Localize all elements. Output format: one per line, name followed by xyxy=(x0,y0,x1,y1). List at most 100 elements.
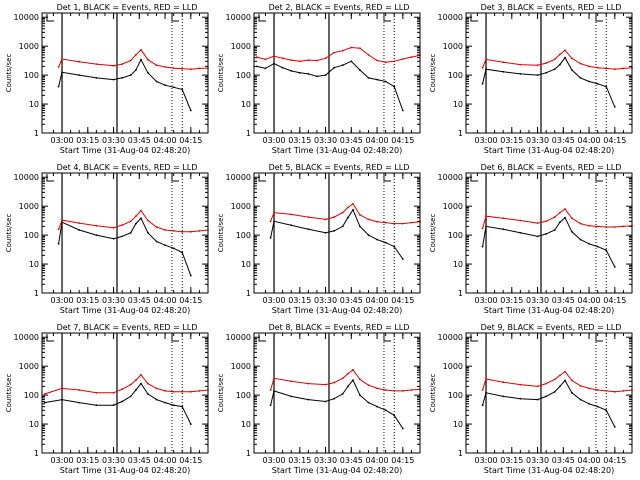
series-line-lld xyxy=(58,49,209,70)
data-point-lld xyxy=(502,381,505,384)
data-point-lld xyxy=(121,63,123,65)
data-point-lld xyxy=(393,60,396,63)
data-point-events xyxy=(376,78,378,81)
data-point-lld xyxy=(536,64,539,67)
data-point-events xyxy=(481,245,484,248)
data-point-lld xyxy=(564,49,566,52)
data-point-events xyxy=(613,106,616,108)
y-tick-label: 10000 xyxy=(226,173,251,182)
data-point-events xyxy=(269,404,272,407)
data-point-lld xyxy=(553,216,556,219)
plot-frame xyxy=(465,172,633,294)
corner-mark-left xyxy=(46,334,54,342)
y-tick-label: 1000 xyxy=(19,42,39,51)
x-tick-label: 04:15 xyxy=(391,296,414,305)
x-tick-label: 03:15 xyxy=(500,456,523,465)
data-point-events xyxy=(350,60,353,63)
data-point-events xyxy=(481,82,484,85)
y-tick-label: 1 xyxy=(458,449,463,458)
x-tick-label: 04:00 xyxy=(366,456,389,465)
series-line-events xyxy=(58,217,192,276)
data-point-events xyxy=(181,88,184,91)
data-point-lld xyxy=(359,378,361,381)
data-point-lld xyxy=(95,224,98,227)
y-tick-label: 10000 xyxy=(226,333,251,342)
data-point-events xyxy=(564,56,566,59)
data-point-lld xyxy=(147,219,149,222)
x-tick-label: 03:15 xyxy=(288,456,311,465)
data-point-lld xyxy=(135,379,137,381)
data-point-events xyxy=(189,423,192,425)
data-point-events xyxy=(57,242,60,245)
data-point-lld xyxy=(536,385,539,388)
data-point-events xyxy=(269,237,272,239)
data-point-events xyxy=(129,395,132,398)
data-point-lld xyxy=(333,51,335,54)
data-point-events xyxy=(502,70,505,73)
data-point-events xyxy=(264,67,267,70)
data-point-events xyxy=(273,220,275,223)
y-tick-label: 10 xyxy=(241,420,251,429)
data-point-events xyxy=(112,404,115,407)
series-line-lld xyxy=(44,374,209,395)
data-point-lld xyxy=(571,379,573,382)
x-axis-label: Start Time (31-Aug-04 02:48:20) xyxy=(484,146,615,155)
corner-mark-left xyxy=(470,174,478,182)
data-point-events xyxy=(564,216,566,219)
data-point-events xyxy=(613,266,616,268)
data-point-lld xyxy=(605,67,608,70)
panel-title: Det 1, BLACK = Events, RED = LLD xyxy=(57,3,198,12)
y-tick-label: 10000 xyxy=(438,13,463,22)
plot-frame xyxy=(253,172,421,294)
panel-title: Det 2, BLACK = Events, RED = LLD xyxy=(269,3,410,12)
data-point-lld xyxy=(401,222,404,225)
data-point-lld xyxy=(324,57,327,60)
panel-title: Det 8, BLACK = Events, RED = LLD xyxy=(269,323,410,332)
y-tick-label: 1 xyxy=(246,289,251,298)
data-point-events xyxy=(281,66,284,69)
data-point-lld xyxy=(481,389,484,391)
data-point-events xyxy=(140,58,142,61)
data-point-lld xyxy=(198,67,201,70)
data-point-events xyxy=(78,229,81,231)
data-point-events xyxy=(553,68,556,71)
x-tick-label: 03:00 xyxy=(475,136,498,145)
series-line-events xyxy=(44,382,192,425)
data-point-events xyxy=(485,391,487,394)
data-point-lld xyxy=(553,58,556,61)
y-tick-label: 100 xyxy=(448,71,463,80)
x-tick-label: 03:30 xyxy=(314,296,337,305)
data-point-lld xyxy=(350,46,353,49)
x-tick-label: 03:15 xyxy=(76,136,99,145)
x-tick-label: 04:15 xyxy=(603,136,626,145)
data-point-lld xyxy=(290,59,293,61)
x-tick-label: 03:30 xyxy=(526,456,549,465)
x-tick-label: 03:00 xyxy=(51,456,74,465)
data-point-lld xyxy=(140,374,142,376)
data-point-lld xyxy=(324,218,327,221)
data-point-events xyxy=(189,109,192,112)
data-point-lld xyxy=(155,226,158,228)
corner-mark-left xyxy=(258,14,266,22)
corner-mark-left xyxy=(470,14,478,22)
data-point-events xyxy=(605,409,608,412)
data-point-events xyxy=(333,397,335,400)
x-tick-label: 03:45 xyxy=(340,296,363,305)
data-point-lld xyxy=(376,387,378,390)
data-point-events xyxy=(519,397,522,400)
data-point-events xyxy=(189,274,192,277)
detector-panel-1: Det 1, BLACK = Events, RED = LLD Counts/s… xyxy=(5,3,209,155)
x-tick-label: 03:45 xyxy=(552,456,575,465)
x-tick-label: 04:15 xyxy=(603,456,626,465)
data-point-events xyxy=(181,405,184,408)
y-tick-label: 1000 xyxy=(19,362,39,371)
data-point-lld xyxy=(281,57,284,60)
y-tick-label: 1000 xyxy=(19,202,39,211)
detector-panel-2: Det 2, BLACK = Events, RED = LLD Counts/s… xyxy=(217,3,421,155)
data-point-events xyxy=(352,379,354,381)
data-point-lld xyxy=(57,228,60,231)
data-point-lld xyxy=(359,214,361,216)
corner-mark-left xyxy=(258,334,266,342)
data-point-events xyxy=(553,390,556,393)
data-point-lld xyxy=(44,393,46,395)
